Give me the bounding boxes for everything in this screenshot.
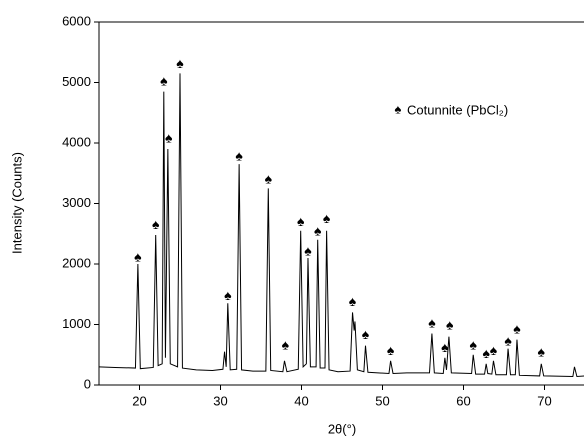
peak-marker: ♠	[297, 213, 305, 229]
peak-marker: ♠	[387, 342, 395, 358]
peak-marker: ♠	[482, 345, 490, 361]
peak-marker: ♠	[160, 73, 168, 89]
x-tick-label: 40	[294, 393, 308, 408]
x-tick-label: 50	[375, 393, 389, 408]
x-axis-label: 2θ(°)	[328, 421, 356, 436]
y-tick-label: 3000	[62, 195, 91, 210]
peak-marker: ♠	[224, 287, 232, 303]
peak-marker: ♠	[441, 339, 449, 355]
data-line	[99, 73, 584, 378]
peak-marker: ♠	[152, 216, 160, 232]
peak-marker: ♠	[176, 55, 184, 71]
legend-label: Cotunnite (PbCl₂)	[407, 102, 508, 117]
peak-marker: ♠	[134, 249, 142, 265]
y-axis-label: Intensity (Counts)	[9, 152, 24, 254]
x-tick-label: 60	[456, 393, 470, 408]
legend-marker: ♠	[395, 101, 402, 116]
peak-marker: ♠	[304, 243, 312, 259]
peak-marker: ♠	[504, 333, 512, 349]
peak-marker: ♠	[349, 293, 357, 309]
peak-marker: ♠	[470, 337, 478, 353]
peak-marker: ♠	[446, 317, 454, 333]
peak-marker: ♠	[265, 171, 273, 187]
y-tick-label: 0	[84, 376, 91, 391]
y-tick-label: 4000	[62, 134, 91, 149]
y-tick-label: 2000	[62, 255, 91, 270]
peak-marker: ♠	[323, 210, 331, 226]
peak-marker: ♠	[490, 342, 498, 358]
peak-marker: ♠	[314, 223, 322, 239]
x-tick-label: 70	[537, 393, 551, 408]
peak-marker: ♠	[165, 129, 173, 145]
x-tick-label: 30	[213, 393, 227, 408]
peak-marker: ♠	[282, 337, 290, 353]
peak-marker: ♠	[513, 321, 521, 337]
peak-marker: ♠	[362, 326, 370, 342]
y-tick-label: 1000	[62, 316, 91, 331]
x-tick-label: 20	[132, 393, 146, 408]
y-tick-label: 6000	[62, 13, 91, 28]
peak-marker: ♠	[428, 315, 436, 331]
y-tick-label: 5000	[62, 74, 91, 89]
peak-marker: ♠	[538, 344, 546, 360]
peak-marker: ♠	[235, 148, 243, 164]
